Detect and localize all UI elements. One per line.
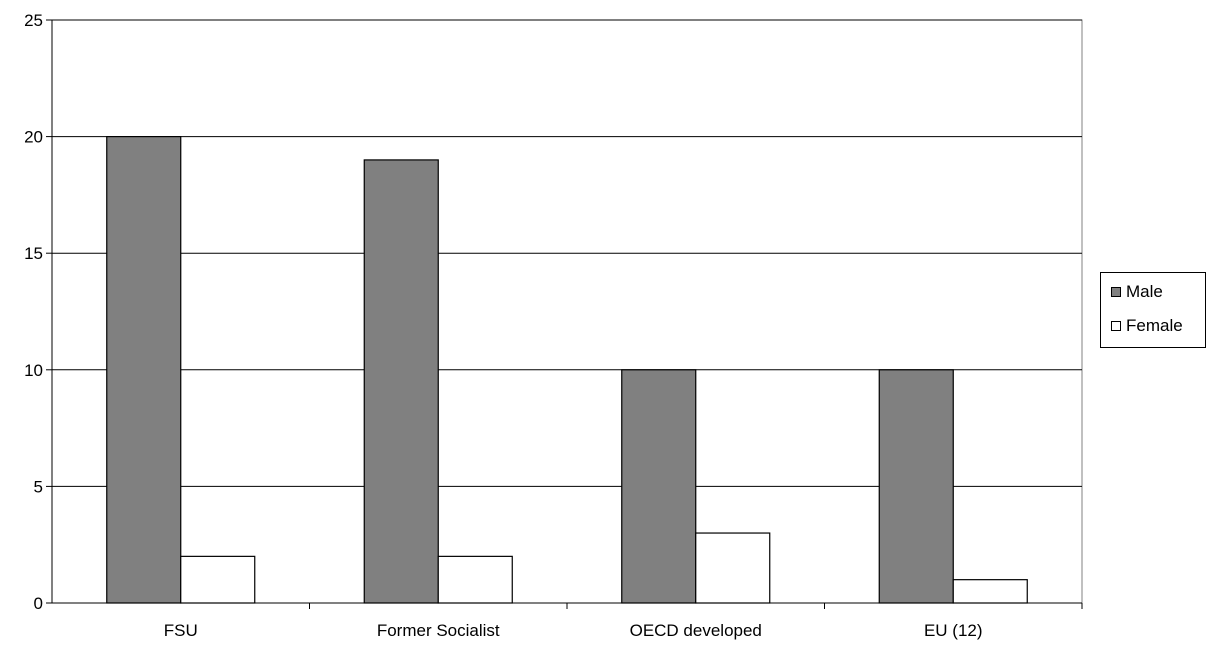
bar-male-0: [106, 136, 182, 604]
y-tick-label: 25: [24, 11, 43, 30]
y-tick-label: 20: [24, 128, 43, 147]
bars: [106, 136, 1028, 604]
y-tick-label: 10: [24, 361, 43, 380]
legend-item-male: Male: [1111, 282, 1163, 302]
bar-male-3: [878, 369, 954, 604]
x-tick-label: FSU: [164, 621, 198, 640]
legend-label-female: Female: [1126, 316, 1183, 335]
legend-swatch-male: [1111, 287, 1121, 297]
legend-item-female: Female: [1111, 316, 1183, 336]
bar-female-3: [952, 579, 1028, 604]
bar-female-2: [695, 532, 771, 604]
bar-male-1: [363, 159, 439, 604]
bar-female-0: [180, 555, 256, 604]
legend-label-male: Male: [1126, 282, 1163, 301]
y-tick-label: 0: [34, 594, 43, 613]
legend: Male Female: [1100, 272, 1206, 348]
legend-swatch-female: [1111, 321, 1121, 331]
x-tick-label: EU (12): [924, 621, 983, 640]
bar-male-2: [621, 369, 697, 604]
y-tick-label: 15: [24, 244, 43, 263]
x-tick-label: OECD developed: [630, 621, 762, 640]
x-tick-label: Former Socialist: [377, 621, 500, 640]
axes: [46, 19, 1083, 609]
y-tick-label: 5: [34, 477, 43, 496]
bar-female-1: [437, 555, 513, 604]
tick-labels: 0 5 10 15 20 25 FSU Former Socialist OECD develo…: [24, 11, 982, 640]
